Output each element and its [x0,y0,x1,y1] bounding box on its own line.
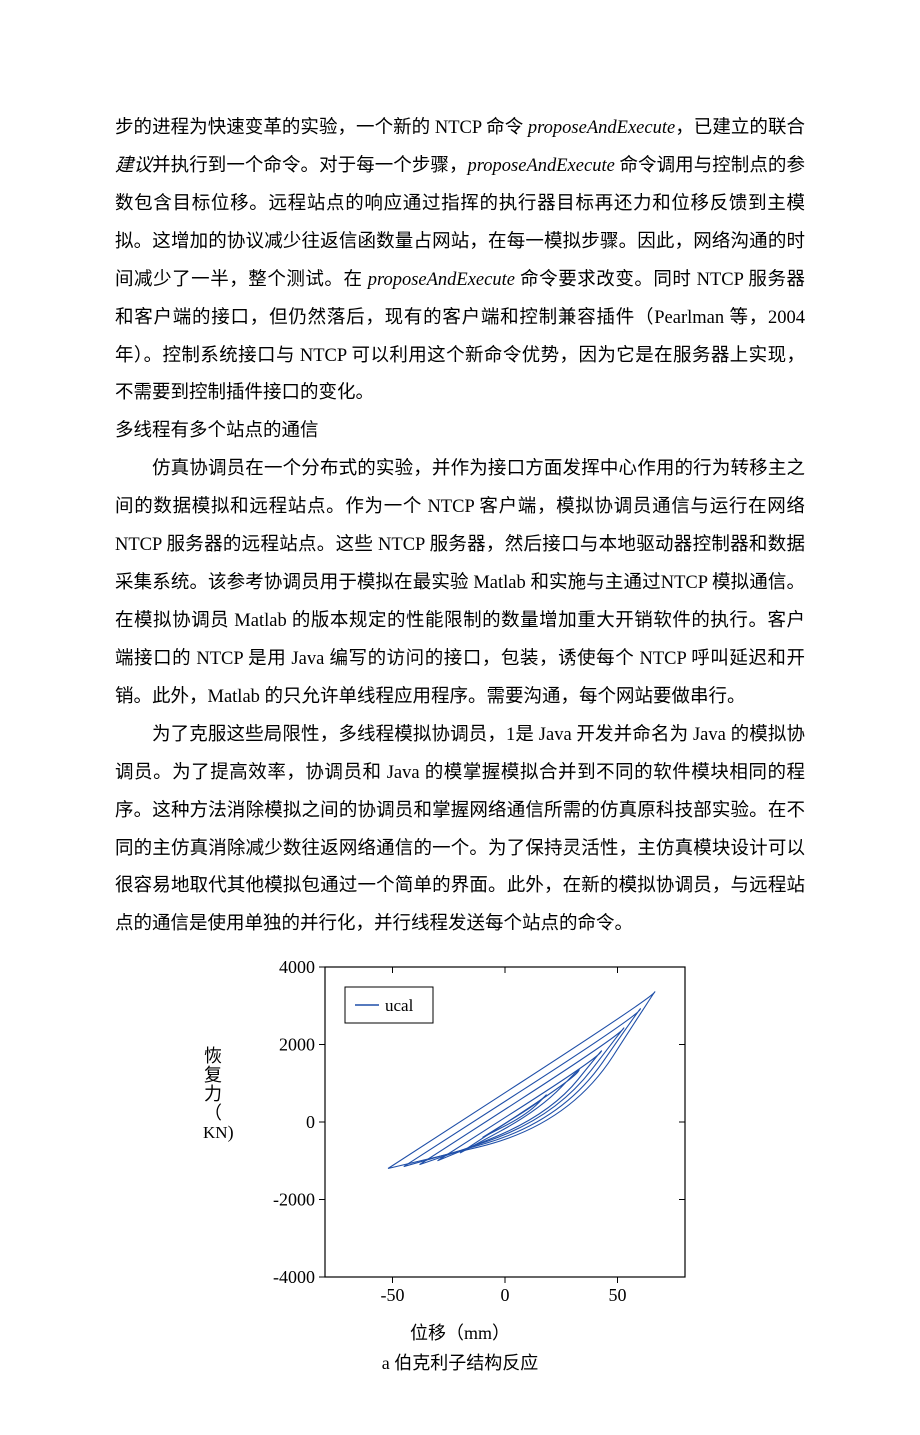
svg-text:50: 50 [609,1285,627,1305]
svg-text:0: 0 [306,1112,315,1132]
p1-italic-1: proposeAndExecute [528,118,675,138]
paragraph-3: 为了克服这些局限性，多线程模拟协调员，1是 Java 开发并命名为 Java 的… [115,717,805,945]
hysteresis-chart: -4000 -2000 0 2000 4000 -50 0 50 ucal [250,952,720,1317]
paragraph-2: 仿真协调员在一个分布式的实验，并作为接口方面发挥中心作用的行为转移主之间的数据模… [115,451,805,716]
svg-text:-4000: -4000 [273,1267,315,1287]
figure-container: 恢复力 （ KN) -4000-2000020004000-50050ucal … [115,952,805,1375]
y-axis-label-paren-close: ) [228,1122,234,1142]
svg-text:ucal: ucal [385,996,414,1015]
p1-text-a: 步的进程为快速变革的实验，一个新的 NTCP 命令 [115,118,528,138]
p1-text-c: 并执行到一个命令。对于每一个步骤， [152,156,467,176]
figure-caption: a 伯克利子结构反应 [382,1349,539,1375]
y-axis-label-paren-open: （ [204,1103,222,1123]
y-axis-label: 恢复力 （ KN) [203,1047,223,1141]
svg-text:4000: 4000 [279,957,315,977]
section-heading: 多线程有多个站点的通信 [115,413,805,451]
x-axis-label: 位移（mm） [410,1319,510,1345]
svg-text:0: 0 [501,1285,510,1305]
p1-italic-4: proposeAndExecute [368,270,515,290]
p1-text-b: ，已建立的联合 [675,118,805,138]
svg-text:-50: -50 [381,1285,405,1305]
svg-text:-2000: -2000 [273,1190,315,1210]
paragraph-1: 步的进程为快速变革的实验，一个新的 NTCP 命令 proposeAndExec… [115,110,805,413]
y-axis-label-unit: KN [203,1123,228,1142]
y-axis-label-cn: 恢复力 [204,1046,222,1104]
figure-inner: 恢复力 （ KN) -4000 -2000 0 2000 4000 -50 0 50 ucal [195,952,725,1317]
svg-text:2000: 2000 [279,1035,315,1055]
p1-italic-2: 建议 [115,156,152,176]
p1-italic-3: proposeAndExecute [468,156,615,176]
